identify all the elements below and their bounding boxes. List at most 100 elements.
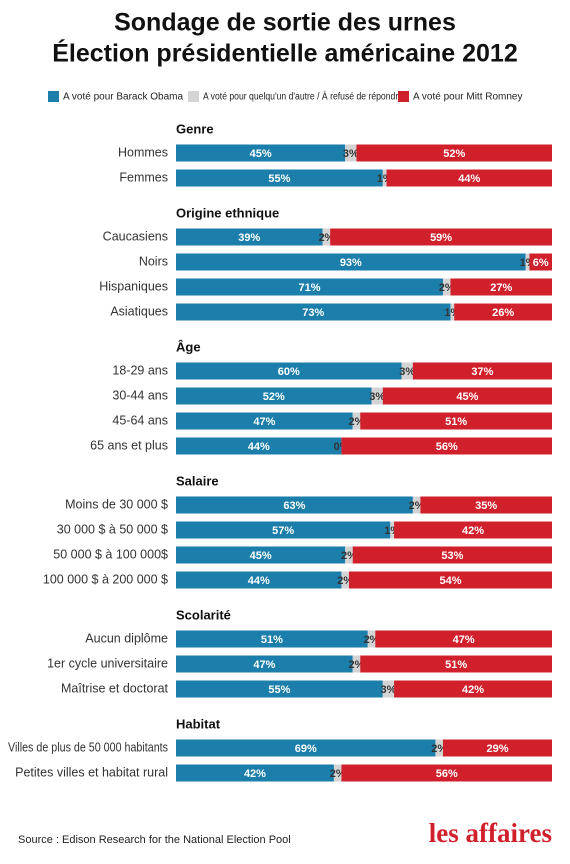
group-title: Genre [176, 121, 214, 136]
value-label: 39% [238, 232, 260, 244]
value-label: 57% [272, 525, 294, 537]
category-label: Maîtrise et doctorat [61, 681, 169, 695]
value-label: 56% [436, 768, 458, 780]
group-title: Habitat [176, 716, 221, 731]
value-label: 42% [462, 525, 484, 537]
source: Source : Edison Research for the Nationa… [18, 834, 291, 846]
category-label: Noirs [139, 254, 168, 268]
bar-segment [176, 496, 413, 514]
bar-segment [529, 253, 552, 271]
category-label: 100 000 $ à 200 000 $ [43, 572, 168, 586]
bar-segment [176, 764, 334, 782]
category-label: Asiatiques [110, 304, 168, 318]
bar-segment [176, 571, 342, 589]
value-label: 45% [456, 391, 478, 403]
bar-segment [322, 228, 331, 246]
value-label: 52% [263, 391, 285, 403]
bar-segment [176, 362, 402, 380]
bar-segment [341, 437, 552, 455]
bar-segment [382, 169, 387, 187]
bar-segment [352, 546, 552, 564]
value-label: 60% [278, 366, 300, 378]
value-label: 3% [399, 366, 415, 378]
bar-segment [386, 169, 552, 187]
bar-segment [394, 680, 552, 698]
value-label: 53% [441, 550, 463, 562]
bar-segment [330, 228, 552, 246]
bar-segment [360, 412, 552, 430]
bar-segment [454, 303, 552, 321]
value-label: 63% [283, 500, 305, 512]
category-label: 30-44 ans [112, 388, 168, 402]
category-label: Petites villes et habitat rural [15, 765, 168, 779]
bar-segment [375, 630, 552, 648]
legend-swatch [48, 91, 59, 102]
value-label: 47% [453, 634, 475, 646]
value-label: 3% [369, 391, 385, 403]
bar-segment [333, 764, 342, 782]
category-label: Villes de plus de 50 000 habitants [8, 740, 168, 754]
value-label: 44% [248, 575, 270, 587]
bar-segment [345, 144, 357, 162]
category-label: Moins de 30 000 $ [65, 497, 168, 511]
group-title: Scolarité [176, 607, 231, 622]
value-label: 51% [445, 416, 467, 428]
category-label: 45-64 ans [112, 413, 168, 427]
bar-segment [382, 387, 552, 405]
legend-swatch [188, 91, 199, 102]
bar-segment [176, 412, 353, 430]
value-label: 35% [475, 500, 497, 512]
category-label: Femmes [119, 170, 168, 184]
legend-swatch [398, 91, 409, 102]
bar-segment [176, 680, 383, 698]
bar-segment [442, 278, 451, 296]
value-label: 73% [302, 307, 324, 319]
bar-segment [176, 253, 526, 271]
bar-segment [176, 630, 368, 648]
category-label: Caucasiens [103, 229, 168, 243]
bar-segment [176, 169, 383, 187]
bar-segment [367, 630, 376, 648]
bar-segment [442, 739, 552, 757]
value-label: 44% [248, 441, 270, 453]
value-label: 47% [253, 416, 275, 428]
value-label: 3% [343, 148, 359, 160]
bar-segment [371, 387, 383, 405]
value-label: 44% [458, 173, 480, 185]
category-label: Hommes [118, 145, 168, 159]
category-label: 65 ans et plus [90, 438, 168, 452]
value-label: 45% [250, 550, 272, 562]
value-label: 26% [492, 307, 514, 319]
category-label: Aucun diplôme [85, 631, 168, 645]
bar-segment [176, 387, 372, 405]
bar-segment [176, 521, 391, 539]
category-label: 30 000 $ à 50 000 $ [57, 522, 168, 536]
category-label: 1er cycle universitaire [47, 656, 168, 670]
bar-segment [352, 412, 361, 430]
group-title: Origine ethnique [176, 205, 279, 220]
bar-segment [360, 655, 552, 673]
category-label: 50 000 $ à 100 000$ [53, 547, 168, 561]
bar-segment [176, 144, 346, 162]
value-label: 42% [244, 768, 266, 780]
value-label: 37% [471, 366, 493, 378]
value-label: 51% [261, 634, 283, 646]
bar-segment [525, 253, 530, 271]
bar-segment [176, 303, 451, 321]
bar-segment [420, 496, 552, 514]
bar-segment [356, 144, 552, 162]
value-label: 3% [380, 684, 396, 696]
bar-segment [176, 546, 346, 564]
bar-segment [394, 521, 552, 539]
value-label: 55% [268, 684, 290, 696]
category-label: Hispaniques [99, 279, 168, 293]
value-label: 69% [295, 743, 317, 755]
bar-segment [412, 496, 421, 514]
bar-segment [352, 655, 361, 673]
value-label: 42% [462, 684, 484, 696]
value-label: 54% [439, 575, 461, 587]
value-label: 47% [253, 659, 275, 671]
bar-segment [176, 437, 342, 455]
bar-segment [341, 571, 349, 589]
